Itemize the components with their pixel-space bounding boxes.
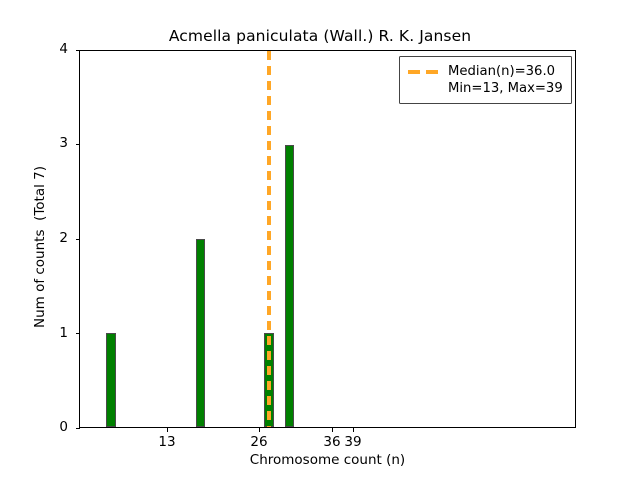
ytick-mark-4: [76, 50, 80, 52]
xtick-label-36: 36: [323, 434, 341, 450]
xtick-label-13: 13: [158, 434, 176, 450]
xtick-mark-39: [353, 428, 355, 432]
legend-entry-text: Median(n)=36.0 Min=13, Max=39: [448, 63, 563, 97]
xtick-mark-13: [167, 428, 169, 432]
ytick-mark-0: [76, 428, 80, 430]
median-line: [267, 51, 272, 427]
xtick-mark-26: [259, 428, 261, 432]
ytick-label-1: 1: [59, 325, 68, 341]
bar-13[interactable]: [106, 333, 116, 427]
bar-26[interactable]: [195, 239, 206, 427]
xtick-label-39: 39: [344, 434, 362, 450]
ytick-mark-2: [76, 239, 80, 241]
y-axis-label: Num of counts (Total 7): [32, 165, 48, 329]
ytick-mark-1: [76, 333, 80, 335]
dashed-line-icon: [407, 63, 440, 79]
page-title: Acmella paniculata (Wall.) R. K. Jansen: [168, 27, 472, 45]
bar-39[interactable]: [284, 145, 295, 427]
ytick-mark-3: [76, 144, 80, 146]
ytick-label-4: 4: [59, 41, 68, 57]
x-axis-label: Chromosome count (n): [249, 452, 406, 468]
xtick-label-26: 26: [250, 434, 268, 450]
ytick-label-0: 0: [59, 419, 68, 435]
plot-area: [79, 50, 576, 428]
xtick-mark-36: [332, 428, 334, 432]
legend: Median(n)=36.0 Min=13, Max=39: [399, 56, 572, 104]
ytick-label-2: 2: [59, 230, 68, 246]
legend-median-text: Median(n)=36.0: [448, 64, 556, 79]
legend-minmax-text: Min=13, Max=39: [448, 81, 563, 96]
legend-entry-median: Median(n)=36.0 Min=13, Max=39: [407, 63, 563, 97]
ytick-label-3: 3: [59, 135, 68, 151]
median-layer: [80, 51, 575, 427]
